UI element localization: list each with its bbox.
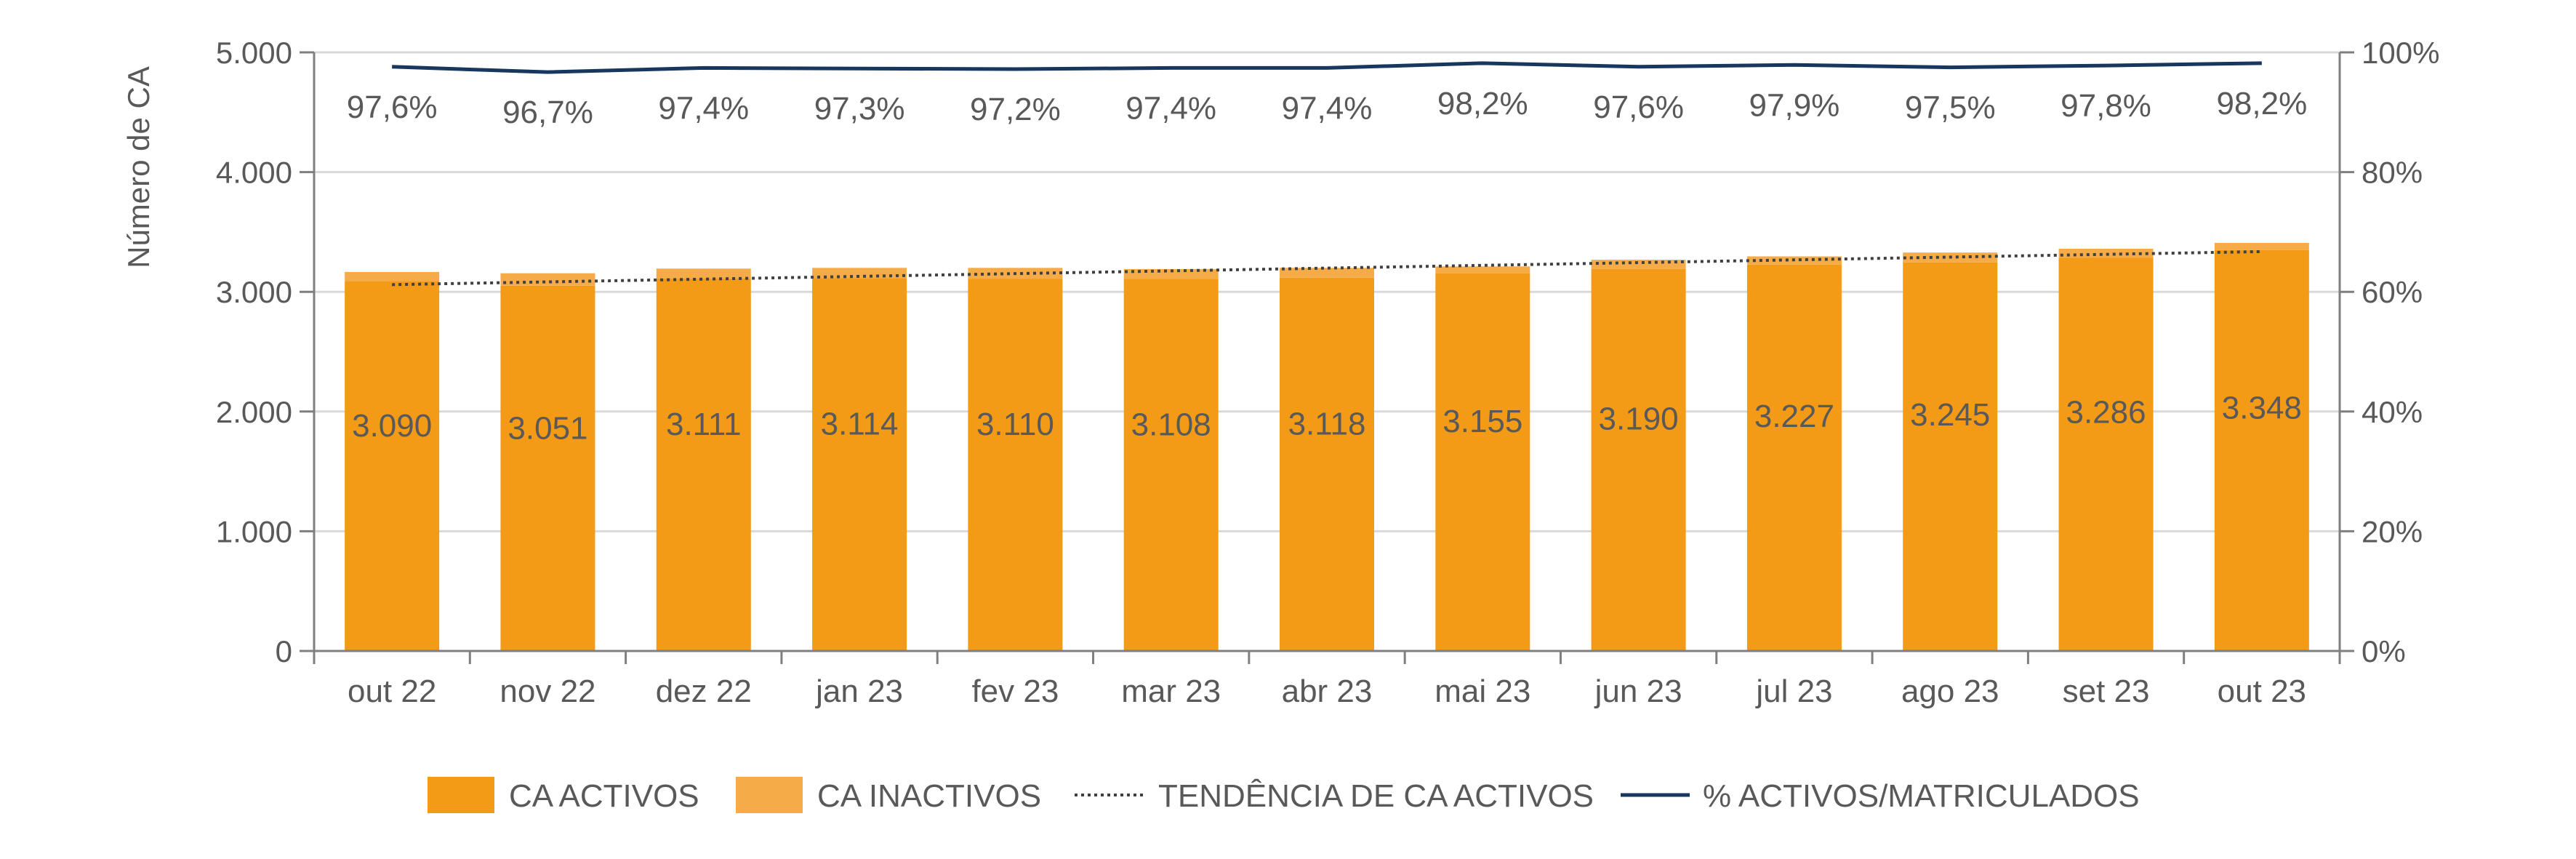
x-tick-label: out 22 bbox=[348, 674, 436, 709]
bar-ca-activos bbox=[2214, 249, 2309, 651]
x-tick-label: set 23 bbox=[2063, 674, 2150, 709]
bar-value-label: 3.108 bbox=[1131, 407, 1211, 442]
percentage-label: 97,4% bbox=[1282, 90, 1373, 126]
y2-tick-label: 40% bbox=[2362, 395, 2423, 429]
y2-tick-label: 20% bbox=[2362, 514, 2423, 548]
y2-tick-label: 80% bbox=[2362, 156, 2423, 190]
bar-ca-activos bbox=[1123, 279, 1219, 651]
bar-ca-activos bbox=[812, 278, 907, 651]
bar-ca-inactivos bbox=[2214, 242, 2309, 250]
y2-tick-label: 100% bbox=[2362, 36, 2439, 70]
percentage-label: 97,2% bbox=[970, 92, 1061, 127]
legend: CA ACTIVOS CA INACTIVOS TENDÊNCIA DE CA AC… bbox=[428, 777, 2140, 814]
y-tick-label: 0 bbox=[276, 634, 292, 668]
legend-swatch bbox=[428, 777, 494, 813]
bar-ca-inactivos bbox=[1591, 260, 1686, 269]
bar-ca-inactivos bbox=[500, 273, 595, 286]
trend-line bbox=[392, 249, 2262, 287]
percentage-label: 98,2% bbox=[1437, 86, 1528, 121]
legend-label: TENDÊNCIA DE CA ACTIVOS bbox=[1158, 778, 1594, 814]
bar-value-label: 3.227 bbox=[1754, 399, 1834, 434]
bar-value-label: 3.286 bbox=[2066, 394, 2146, 430]
bar-ca-activos bbox=[500, 285, 595, 651]
bar-value-label: 3.118 bbox=[1288, 406, 1366, 442]
axes bbox=[300, 51, 2354, 664]
bars bbox=[345, 242, 2309, 651]
bar-ca-activos bbox=[345, 281, 440, 651]
bar-ca-activos bbox=[1903, 262, 1998, 651]
bar-ca-activos bbox=[1280, 277, 1374, 651]
legend-label: CA INACTIVOS bbox=[817, 778, 1041, 814]
bar-ca-activos bbox=[2058, 257, 2154, 651]
bar-ca-activos bbox=[968, 279, 1063, 651]
percentage-label: 97,6% bbox=[347, 89, 438, 125]
y-tick-label: 4.000 bbox=[216, 156, 292, 190]
percentage-label: 97,4% bbox=[658, 90, 749, 126]
bar-value-label: 3.051 bbox=[507, 411, 587, 447]
x-tick-label: jun 23 bbox=[1594, 674, 1682, 709]
y-tick-label: 1.000 bbox=[216, 514, 292, 548]
bar-value-label: 3.110 bbox=[976, 407, 1054, 442]
legend-label: % ACTIVOS/MATRICULADOS bbox=[1703, 778, 2140, 814]
bar-ca-activos bbox=[1591, 268, 1686, 651]
percentage-line-group bbox=[392, 61, 2262, 74]
x-tick-label: ago 23 bbox=[1901, 674, 1999, 709]
x-tick-label: jan 23 bbox=[814, 674, 903, 709]
bar-value-label: 3.114 bbox=[821, 407, 899, 442]
x-tick-label: dez 22 bbox=[656, 674, 752, 709]
bar-value-label: 3.111 bbox=[666, 407, 742, 442]
percentage-label: 97,9% bbox=[1749, 87, 1840, 123]
bar-ca-inactivos bbox=[1280, 268, 1374, 278]
trend-line-group bbox=[392, 249, 2262, 287]
bar-value-label: 3.348 bbox=[2222, 390, 2302, 425]
labels: 0 1.000 2.000 3.000 4.000 5.000 0% 20% 40% 60% 80%… bbox=[121, 36, 2439, 709]
legend-swatch bbox=[736, 777, 803, 813]
x-tick-label: abr 23 bbox=[1282, 674, 1373, 709]
x-tick-label: out 23 bbox=[2218, 674, 2306, 709]
bar-ca-inactivos bbox=[1123, 268, 1219, 279]
x-tick-label: mai 23 bbox=[1435, 674, 1530, 709]
x-tick-label: jul 23 bbox=[1754, 674, 1832, 709]
bar-value-label: 3.155 bbox=[1443, 404, 1522, 439]
x-tick-label: nov 22 bbox=[499, 674, 595, 709]
bar-ca-activos bbox=[1435, 273, 1530, 651]
y-axis-title: Número de CA bbox=[121, 66, 156, 268]
y-tick-label: 2.000 bbox=[216, 395, 292, 429]
bar-value-label: 3.090 bbox=[352, 408, 432, 444]
y2-tick-label: 0% bbox=[2362, 634, 2406, 668]
percentage-label: 97,5% bbox=[1905, 90, 1996, 126]
bar-ca-inactivos bbox=[345, 271, 440, 281]
y2-tick-label: 60% bbox=[2362, 275, 2423, 309]
bar-ca-activos bbox=[1746, 264, 1842, 651]
y-tick-label: 3.000 bbox=[216, 275, 292, 309]
x-tick-label: fev 23 bbox=[971, 674, 1059, 709]
y-tick-label: 5.000 bbox=[216, 36, 292, 70]
x-tick-label: mar 23 bbox=[1121, 674, 1221, 709]
percentage-label: 97,3% bbox=[814, 91, 905, 127]
bar-ca-inactivos bbox=[656, 268, 751, 279]
percentage-label: 96,7% bbox=[502, 95, 593, 130]
bar-value-label: 3.190 bbox=[1599, 401, 1679, 436]
percentage-label: 98,2% bbox=[2216, 86, 2307, 121]
percentage-label: 97,4% bbox=[1126, 90, 1216, 126]
bar-value-label: 3.245 bbox=[1910, 397, 1990, 433]
bar-ca-activos bbox=[656, 278, 751, 651]
percentage-line bbox=[392, 61, 2262, 74]
percentage-label: 97,6% bbox=[1593, 89, 1684, 125]
legend-label: CA ACTIVOS bbox=[509, 778, 699, 814]
percentage-label: 97,8% bbox=[2061, 88, 2151, 124]
bar-ca-inactivos bbox=[1435, 266, 1530, 273]
